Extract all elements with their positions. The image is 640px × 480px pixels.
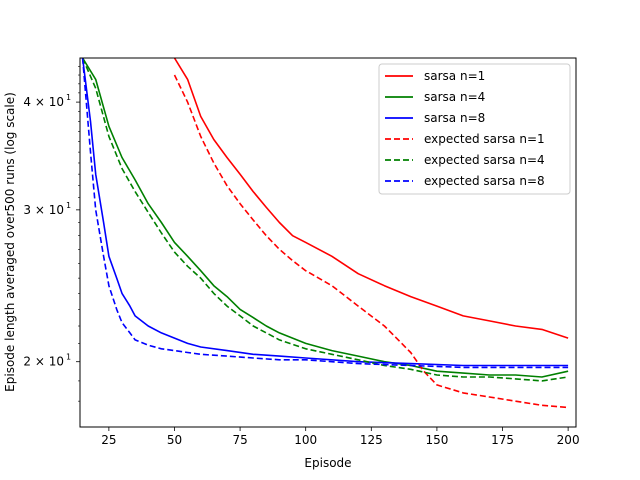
legend-box [378,63,571,195]
x-tick-label: 50 [167,433,182,447]
x-tick-label: 75 [232,433,247,447]
legend-label: sarsa n=8 [424,111,485,125]
x-tick-label: 175 [491,433,514,447]
legend: sarsa n=1 sarsa n=4 sarsa n=8 expected sars… [378,63,571,195]
series-line-3 [81,58,569,367]
x-tick-label: 25 [101,433,116,447]
x-axis-label: Episode [304,456,351,470]
y-tick-label: 2 × 10 [23,355,64,369]
x-axis: 25 50 75 100 125 150 175 200 [101,427,580,447]
series-line-6 [81,58,569,369]
y-tick-exponent: 1 [66,201,71,210]
y-axis-label: Episode length averaged over500 runs (lo… [3,92,17,392]
legend-label: expected sarsa n=8 [424,174,545,188]
series-line-5 [81,58,569,382]
legend-label: sarsa n=1 [424,69,485,83]
x-tick-label: 125 [360,433,383,447]
y-axis: 2 × 10 13 × 10 14 × 10 1 [23,66,80,402]
x-tick-label: 100 [294,433,317,447]
legend-label: expected sarsa n=1 [424,132,545,146]
legend-label: expected sarsa n=4 [424,153,545,167]
series-layer [81,58,569,409]
x-tick-label: 200 [557,433,580,447]
y-tick-label: 4 × 10 [23,95,64,109]
plot-frame [79,57,577,428]
series-line-2 [81,58,569,378]
x-tick-label: 150 [425,433,448,447]
series-line-1 [173,58,569,339]
series-line-4 [173,74,569,409]
y-tick-exponent: 1 [66,93,71,102]
y-tick-exponent: 1 [66,353,71,362]
legend-label: sarsa n=4 [424,90,485,104]
y-tick-label: 3 × 10 [23,203,64,217]
